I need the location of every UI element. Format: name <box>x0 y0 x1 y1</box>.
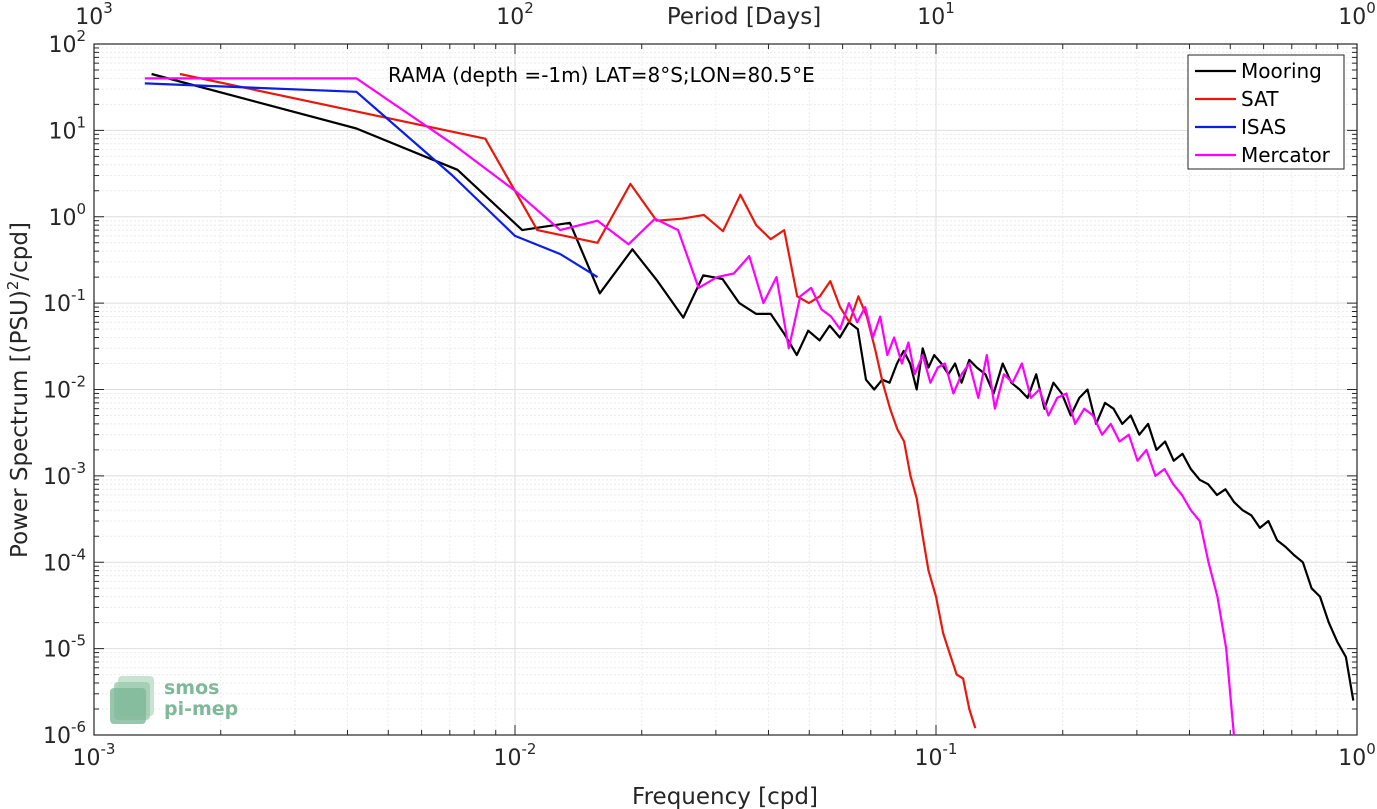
x-tick-exp: -2 <box>522 740 537 758</box>
x-tick-exp: -1 <box>943 740 958 758</box>
legend-box <box>1187 54 1345 170</box>
x-tick-label: 10-1 <box>915 740 958 771</box>
x-tick-base: 10 <box>1338 746 1366 771</box>
y-tick-label: 10-4 <box>43 545 86 576</box>
smos-pimep-logo: smos pi-mep <box>110 676 238 724</box>
top-tick-base: 10 <box>917 5 945 30</box>
y-tick-exp: -6 <box>71 718 86 736</box>
y-tick-label: 102 <box>48 27 86 58</box>
logo-line1: smos <box>164 677 219 699</box>
x-tick-label: 100 <box>1338 740 1376 771</box>
major-grid <box>93 43 1358 736</box>
y-tick-label: 10-2 <box>43 373 86 404</box>
top-tick-exp: 1 <box>945 0 955 17</box>
top-axis-label: Period [Days] <box>667 4 821 30</box>
axis-ticks <box>93 43 1358 736</box>
y-tick-label: 101 <box>48 113 86 144</box>
x-tick-base: 10 <box>73 746 101 771</box>
y-tick-label: 10-5 <box>43 632 86 663</box>
y-tick-exp: 1 <box>76 113 86 131</box>
x-tick-label: 10-3 <box>73 740 116 771</box>
y-tick-base: 10 <box>48 206 76 231</box>
y-tick-base: 10 <box>43 724 71 749</box>
station-annotation: RAMA (depth =-1m) LAT=8°S;LON=80.5°E <box>388 63 815 87</box>
x-tick-label: 10-2 <box>494 740 537 771</box>
legend-label-mercator: Mercator <box>1241 143 1331 167</box>
y-axis-label-main: Power Spectrum [(PSU) <box>7 290 33 558</box>
top-tick-label: 103 <box>75 0 113 30</box>
y-tick-exp: 2 <box>76 27 86 45</box>
legend-label-isas: ISAS <box>1241 115 1286 139</box>
y-tick-base: 10 <box>43 638 71 663</box>
top-tick-base: 10 <box>496 5 524 30</box>
legend: Mooring SAT ISAS Mercator <box>1187 54 1345 170</box>
x-tick-exp: -3 <box>101 740 116 758</box>
top-tick-labels: 103 102 101 100 <box>75 0 1376 30</box>
legend-label-mooring: Mooring <box>1241 59 1322 83</box>
y-tick-base: 10 <box>43 465 71 490</box>
y-tick-base: 10 <box>48 119 76 144</box>
logo-layer-front <box>110 688 146 724</box>
series-line-sat <box>179 72 977 729</box>
y-tick-exp: -1 <box>71 286 86 304</box>
legend-items: Mooring SAT ISAS Mercator <box>1195 59 1331 167</box>
x-tick-exp: 0 <box>1366 740 1376 758</box>
top-tick-exp: 0 <box>1366 0 1376 17</box>
y-tick-exp: -2 <box>71 373 86 391</box>
x-tick-labels: 10-3 10-2 10-1 100 <box>73 740 1376 771</box>
top-tick-exp: 3 <box>103 0 113 17</box>
y-tick-exp: -5 <box>71 632 86 650</box>
y-tick-label: 10-1 <box>43 286 86 317</box>
y-tick-label: 10-6 <box>43 718 86 749</box>
legend-label-sat: SAT <box>1241 87 1279 111</box>
y-axis-label-sup: 2 <box>4 281 22 291</box>
y-tick-exp: -4 <box>71 545 86 563</box>
logo-line2: pi-mep <box>164 698 238 720</box>
top-tick-base: 10 <box>1338 5 1366 30</box>
x-tick-base: 10 <box>494 746 522 771</box>
y-tick-base: 10 <box>43 551 71 576</box>
top-tick-label: 101 <box>917 0 955 30</box>
series-line-mooring <box>151 72 1355 701</box>
top-tick-label: 100 <box>1338 0 1376 30</box>
top-tick-base: 10 <box>75 5 103 30</box>
x-axis-label: Frequency [cpd] <box>632 784 818 809</box>
top-tick-label: 102 <box>496 0 534 30</box>
y-tick-exp: 0 <box>76 200 86 218</box>
y-tick-base: 10 <box>43 292 71 317</box>
y-axis-label: Power Spectrum [(PSU)2/cpd] <box>4 222 33 558</box>
series-layer <box>144 72 1355 736</box>
y-tick-base: 10 <box>43 379 71 404</box>
y-tick-label: 100 <box>48 200 86 231</box>
top-tick-exp: 2 <box>524 0 534 17</box>
y-tick-label: 10-3 <box>43 459 86 490</box>
x-tick-base: 10 <box>915 746 943 771</box>
series-line-isas <box>144 82 599 279</box>
series-line-mercator <box>144 77 1235 736</box>
y-tick-exp: -3 <box>71 459 86 477</box>
logo-mark <box>110 676 154 724</box>
y-axis-label-tail: /cpd] <box>7 222 33 281</box>
y-tick-base: 10 <box>48 33 76 58</box>
